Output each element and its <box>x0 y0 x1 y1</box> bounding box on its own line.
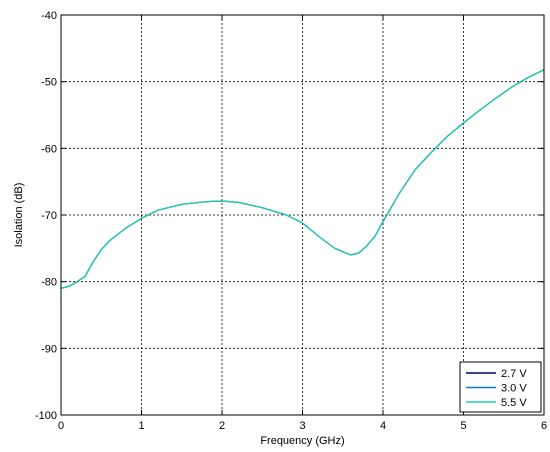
grid-lines <box>61 15 544 415</box>
x-tick-label: 4 <box>380 420 386 432</box>
x-tick-label: 6 <box>541 420 547 432</box>
x-tick-label: 3 <box>299 420 305 432</box>
y-tick-label: -100 <box>35 410 57 422</box>
y-tick-label: -70 <box>41 210 57 222</box>
axis-ticks: 0 1 2 3 4 5 6 -100 -90 -80 -70 -60 -50 -40 <box>35 10 547 432</box>
legend-label-1: 3.0 V <box>501 383 527 395</box>
legend-label-0: 2.7 V <box>501 368 527 380</box>
y-axis-label: Isolation (dB) <box>13 183 25 248</box>
series-line-2 <box>60 69 545 289</box>
x-tick-label: 1 <box>138 420 144 432</box>
x-tick-label: 5 <box>460 420 466 432</box>
y-tick-label: -60 <box>41 143 57 155</box>
legend: 2.7 V 3.0 V 5.5 V <box>459 361 542 413</box>
y-tick-label: -50 <box>41 77 57 89</box>
series-lines <box>60 69 545 289</box>
y-tick-label: -90 <box>41 343 57 355</box>
x-tick-label: 2 <box>219 420 225 432</box>
x-axis-label: Frequency (GHz) <box>260 435 344 447</box>
legend-label-2: 5.5 V <box>501 397 527 409</box>
y-tick-label: -40 <box>41 10 57 22</box>
x-tick-label: 0 <box>58 420 64 432</box>
y-tick-label: -80 <box>41 277 57 289</box>
